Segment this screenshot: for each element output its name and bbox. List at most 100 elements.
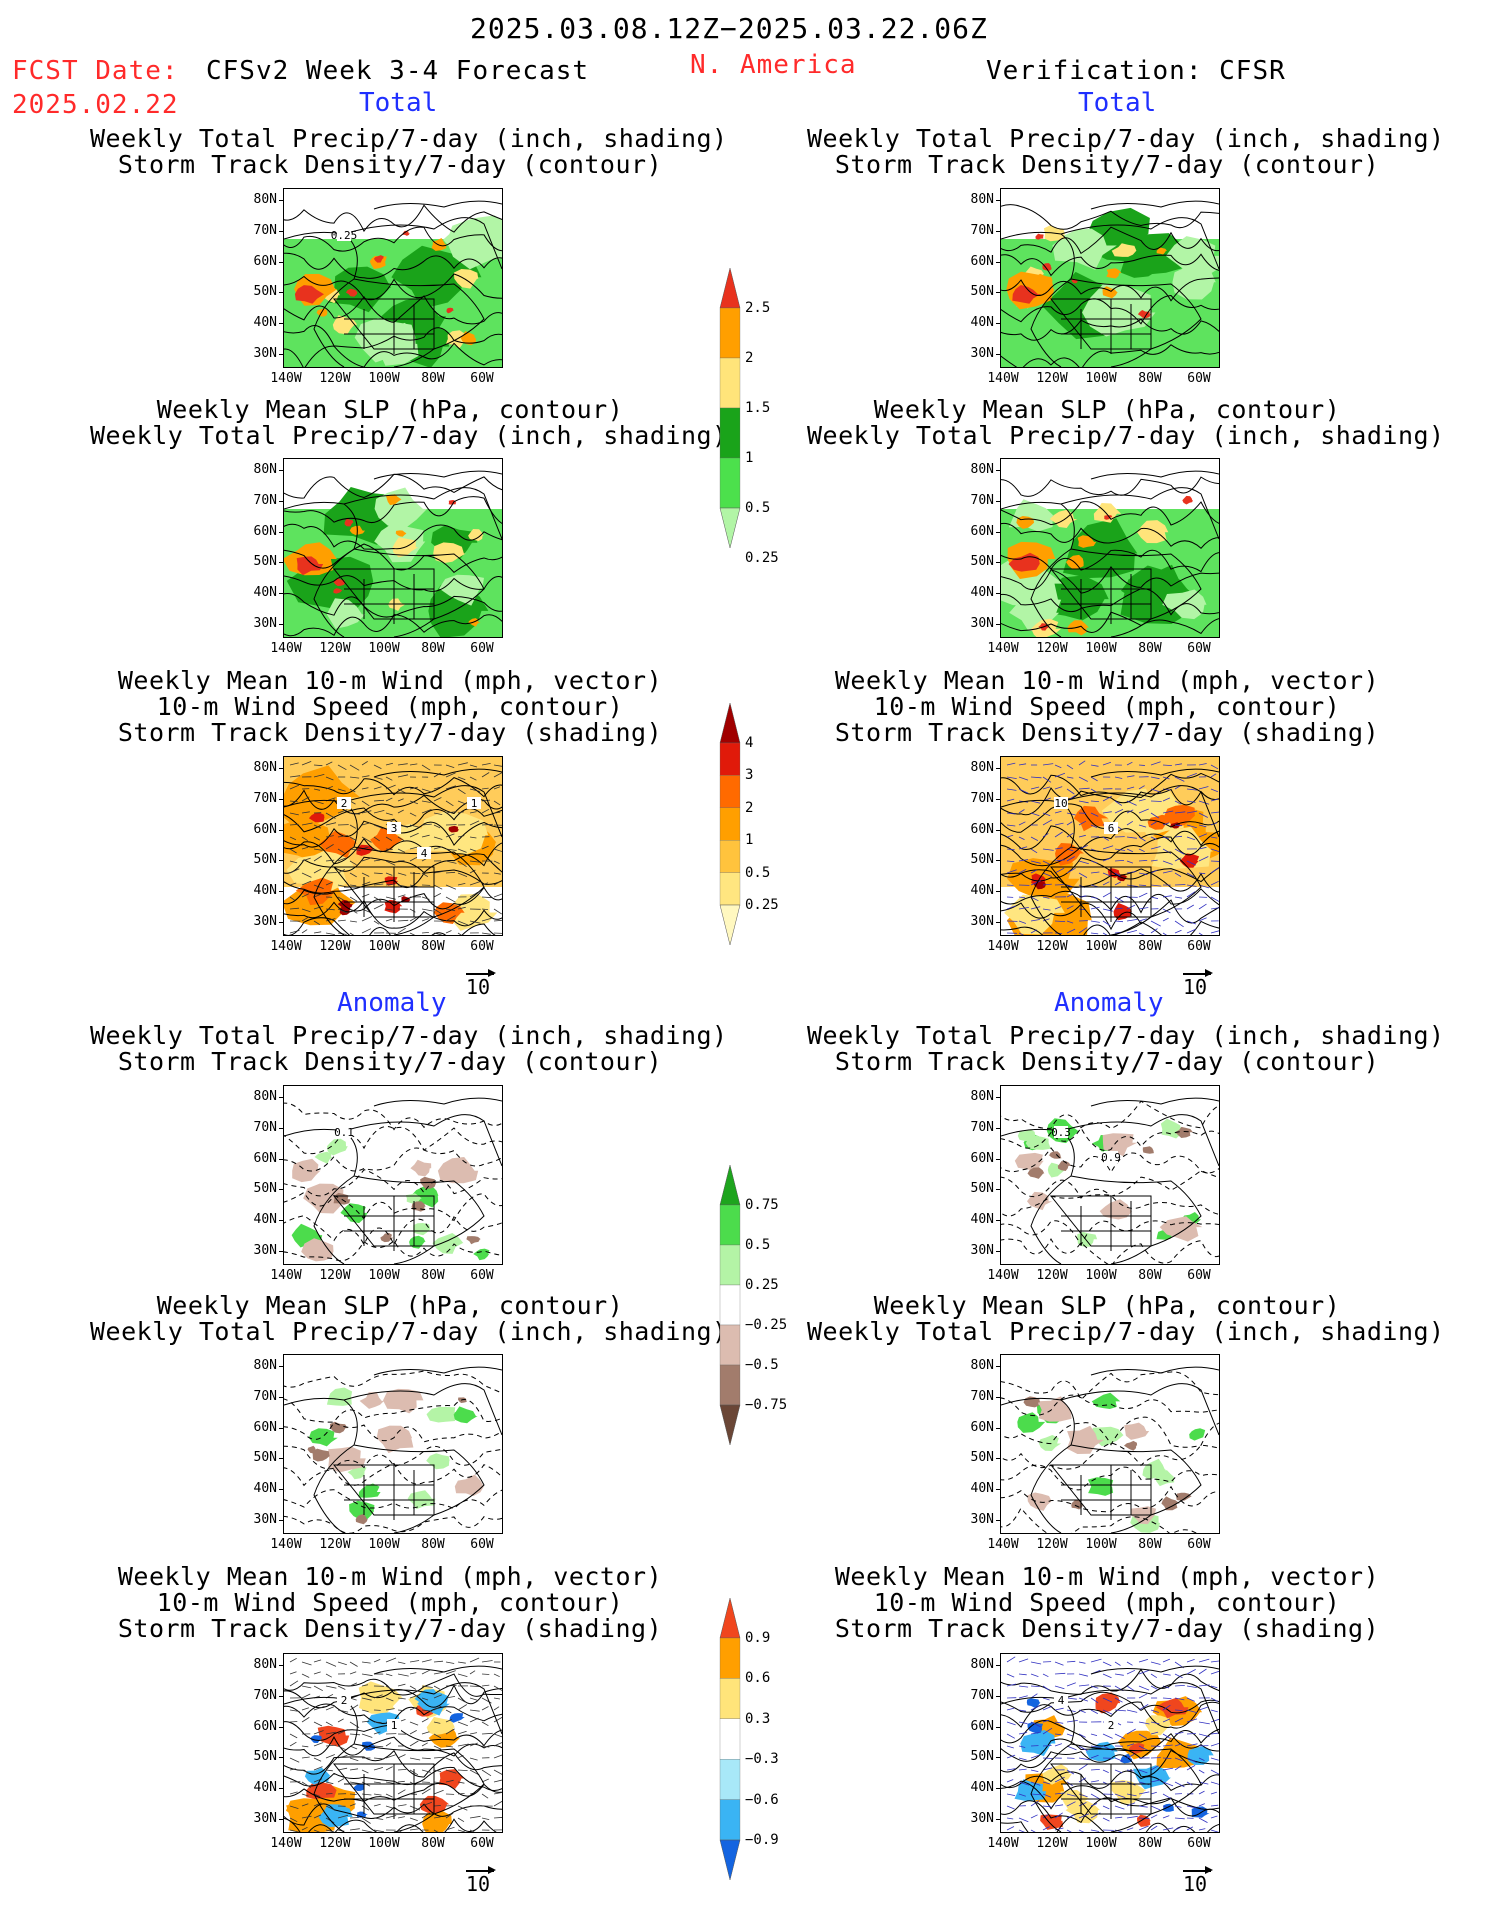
shading-area: [296, 556, 324, 576]
lat-tick-60N: 60N: [970, 523, 994, 539]
wind-vector: [397, 1709, 405, 1711]
map-label-bg: [1054, 1694, 1068, 1706]
wind-vector: [325, 1781, 334, 1785]
map-label-bg: [417, 847, 431, 859]
lat-tick-mark: [279, 1665, 284, 1666]
wind-vector: [1078, 1829, 1085, 1832]
wind-vector: [1066, 1720, 1078, 1723]
wind-vector: [1150, 1685, 1158, 1690]
map-plot: 21: [284, 1657, 502, 1832]
contour-line: [284, 1515, 502, 1533]
contour-label: 3: [391, 822, 398, 835]
shading-area: [1012, 285, 1041, 304]
lat-tick-mark: [279, 1220, 284, 1222]
wind-vector: [385, 797, 393, 802]
wind-vector: [397, 1661, 406, 1664]
wind-vector: [313, 1685, 323, 1692]
lon-tick-100W: 100W: [1085, 1268, 1117, 1283]
wind-vector: [301, 1769, 310, 1774]
wind-vector: [385, 784, 396, 790]
wind-vector: [445, 785, 457, 790]
lat-tick-mark: [279, 922, 284, 923]
colorbar-swatch: [719, 1718, 741, 1760]
shading-area: [284, 765, 361, 831]
wind-vector: [1150, 1791, 1157, 1795]
wind-vector: [1186, 928, 1196, 934]
contour-line: [1001, 1797, 1219, 1824]
wind-vector: [421, 1742, 428, 1747]
wind-vector: [349, 860, 357, 866]
lat-tick-70N: 70N: [253, 790, 277, 806]
lat-tick-mark: [279, 531, 284, 533]
wind-vector: [325, 1706, 335, 1711]
wind-vector: [1018, 821, 1026, 826]
wind-vector: [433, 786, 441, 790]
wind-vector: [301, 796, 310, 802]
panel-title-verification-3-line1: Weekly Mean 10-m Wind (mph, vector): [834, 666, 1380, 695]
wind-vector: [349, 788, 356, 793]
wind-vector: [1114, 1661, 1121, 1666]
shading-area: [1145, 1715, 1171, 1736]
wind-vector: [289, 762, 299, 766]
lat-tick-50N: 50N: [253, 1450, 277, 1466]
wind-vector: [1042, 1814, 1049, 1819]
vector-reference-label: 10: [465, 1872, 491, 1896]
coastline: [332, 298, 435, 350]
wind-vector: [301, 929, 308, 934]
contour-label: 10: [1054, 797, 1067, 810]
wind-vector: [1114, 872, 1121, 877]
wind-vector: [409, 763, 418, 766]
contour-line: [284, 807, 502, 833]
wind-vector: [1018, 1709, 1027, 1712]
wind-vector: [1138, 785, 1145, 790]
colorbar-label: 1: [745, 832, 754, 849]
wind-vector: [1030, 1731, 1041, 1735]
shading-area: [312, 1448, 330, 1462]
wind-vector: [1042, 763, 1054, 766]
wind-vector: [1054, 1672, 1066, 1675]
wind-vector: [421, 823, 432, 826]
contour-line: [284, 899, 502, 929]
wind-vector: [433, 932, 442, 935]
wind-vector: [1030, 800, 1041, 804]
coastline: [1049, 568, 1152, 620]
lon-tick-80W: 80W: [421, 641, 445, 656]
wind-vector: [361, 1793, 372, 1796]
wind-vector: [325, 1793, 333, 1795]
wind-vector: [385, 762, 394, 766]
wind-vector: [385, 908, 393, 911]
wind-vector: [445, 1779, 454, 1783]
wind-vector: [1078, 927, 1088, 934]
wind-vector: [385, 1754, 396, 1759]
wind-vector: [421, 1788, 431, 1795]
shading-area: [333, 588, 343, 594]
wind-vector: [1066, 928, 1076, 934]
wind-vector: [1030, 1793, 1042, 1796]
wind-vector: [1006, 812, 1016, 815]
wind-vector: [493, 919, 502, 922]
wind-vector: [289, 1657, 297, 1663]
wind-vector: [493, 1754, 502, 1759]
wind-vector: [1198, 932, 1203, 935]
wind-vector: [1186, 836, 1196, 841]
wind-vector: [469, 1815, 481, 1819]
wind-vector: [313, 1706, 325, 1711]
wind-vector: [1186, 1685, 1197, 1688]
shading-area: [446, 307, 454, 314]
wind-vector: [1138, 1769, 1148, 1774]
shading-area: [1035, 233, 1044, 240]
shading-area: [1071, 1500, 1083, 1510]
shading-area: [1027, 1722, 1043, 1734]
wind-vector: [289, 848, 297, 854]
shading-area: [376, 1425, 414, 1454]
contour-label: 0.9: [1101, 1151, 1121, 1164]
contour-line: [1001, 522, 1219, 549]
map-label-bg: [1054, 797, 1068, 809]
lon-tick-140W: 140W: [270, 1268, 302, 1283]
colorbar-cap-bottom: [719, 1404, 741, 1445]
wind-vector: [1210, 1781, 1219, 1785]
wind-vector: [1138, 1825, 1149, 1831]
lat-tick-40N: 40N: [970, 585, 994, 601]
coastline: [284, 1128, 358, 1264]
contour-line: [1001, 1507, 1197, 1533]
